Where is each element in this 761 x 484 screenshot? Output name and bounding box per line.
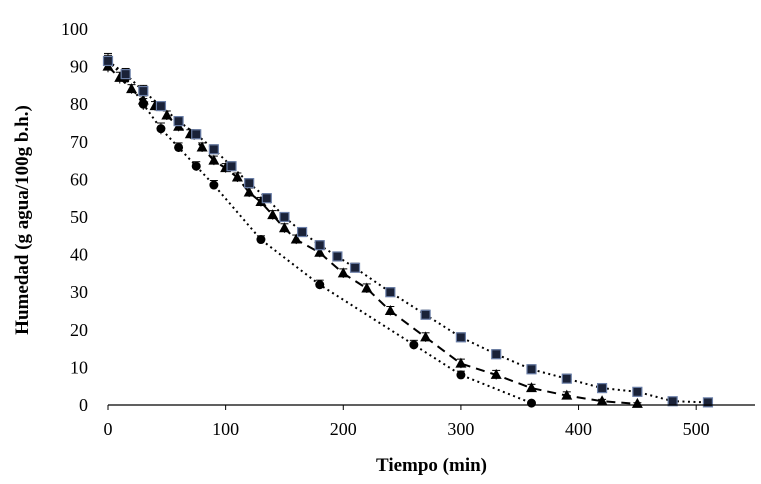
- data-point-triangle: [278, 222, 290, 233]
- data-point-triangle: [596, 395, 608, 406]
- series-2: [102, 60, 643, 408]
- data-point-circle: [174, 142, 184, 152]
- data-point-circle: [191, 161, 201, 171]
- x-tick-label: 100: [212, 419, 239, 439]
- y-tick-label: 100: [61, 19, 88, 39]
- data-point-square: [385, 287, 396, 298]
- data-point-triangle: [455, 357, 467, 368]
- data-point-square: [191, 129, 202, 140]
- data-point-square: [155, 100, 167, 112]
- data-point-triangle: [161, 109, 173, 120]
- y-tick-label: 50: [70, 207, 88, 227]
- series-3: [102, 54, 714, 408]
- data-point-square: [596, 382, 608, 394]
- data-point-circle: [409, 340, 419, 350]
- data-point-square: [244, 178, 255, 189]
- data-point-square: [420, 309, 431, 320]
- data-point-circle: [526, 398, 536, 408]
- series-1-trend-line: [107, 60, 532, 405]
- y-tick-label: 60: [70, 169, 88, 189]
- data-point-square: [120, 69, 131, 80]
- data-point-triangle: [196, 141, 208, 152]
- data-point-square: [226, 161, 237, 172]
- data-point-triangle: [137, 94, 149, 105]
- data-point-triangle: [126, 83, 138, 94]
- data-point-triangle: [114, 71, 126, 82]
- data-point-triangle: [384, 305, 396, 315]
- y-tick-label: 30: [70, 282, 88, 302]
- y-axis-ticks: 0 10 20 30 40 50 60 70 80 90 100: [61, 19, 88, 415]
- y-axis-title: Humedad (g agua/100g b.h.): [12, 105, 33, 335]
- data-point-square: [349, 262, 361, 273]
- data-point-triangle: [243, 186, 255, 197]
- data-point-square: [102, 55, 114, 67]
- data-point-square: [173, 116, 184, 127]
- data-point-triangle: [267, 209, 279, 220]
- data-point-square: [279, 211, 290, 223]
- data-point-square: [332, 251, 343, 262]
- data-point-triangle: [561, 389, 573, 400]
- data-point-square: [261, 193, 272, 204]
- data-point-triangle: [314, 246, 326, 257]
- data-point-triangle: [208, 154, 220, 165]
- x-axis-ticks: 0 100 200 300 400 500: [104, 405, 710, 439]
- series-3-trend-line: [107, 60, 708, 404]
- data-point-triangle: [337, 267, 349, 278]
- y-tick-label: 80: [70, 94, 88, 114]
- data-point-triangle: [361, 282, 373, 293]
- x-tick-label: 300: [447, 419, 474, 439]
- y-tick-label: 70: [70, 132, 88, 152]
- data-point-square: [526, 364, 537, 375]
- data-point-triangle: [420, 331, 432, 342]
- y-tick-label: 90: [70, 57, 88, 77]
- x-tick-label: 400: [565, 419, 592, 439]
- data-point-square: [314, 240, 325, 251]
- data-point-triangle: [231, 171, 243, 182]
- data-point-square: [208, 144, 219, 155]
- y-tick-label: 10: [70, 357, 88, 377]
- data-point-square: [561, 373, 572, 384]
- series-1: [103, 52, 536, 408]
- data-point-circle: [256, 235, 266, 245]
- data-point-square: [632, 386, 643, 397]
- y-tick-label: 40: [70, 245, 88, 265]
- plot-marks: [102, 52, 714, 408]
- data-point-square: [297, 226, 308, 238]
- data-point-triangle: [490, 368, 502, 379]
- data-point-square: [667, 396, 678, 407]
- data-point-triangle: [290, 233, 302, 244]
- data-point-square: [138, 85, 149, 97]
- data-point-circle: [156, 124, 166, 134]
- data-point-circle: [456, 370, 466, 380]
- data-point-circle: [209, 180, 219, 190]
- y-tick-label: 20: [70, 320, 88, 340]
- data-point-square: [491, 349, 502, 360]
- data-point-triangle: [525, 382, 537, 393]
- x-tick-label: 200: [330, 419, 357, 439]
- data-point-circle: [315, 280, 325, 290]
- data-point-square: [455, 332, 467, 343]
- data-point-triangle: [255, 195, 267, 206]
- series-2-trend-line: [107, 65, 638, 405]
- y-tick-label: 0: [79, 395, 88, 415]
- x-tick-label: 500: [683, 419, 710, 439]
- x-tick-label: 0: [104, 419, 113, 439]
- data-point-square: [702, 397, 714, 408]
- x-axis-title: Tiempo (min): [376, 455, 487, 476]
